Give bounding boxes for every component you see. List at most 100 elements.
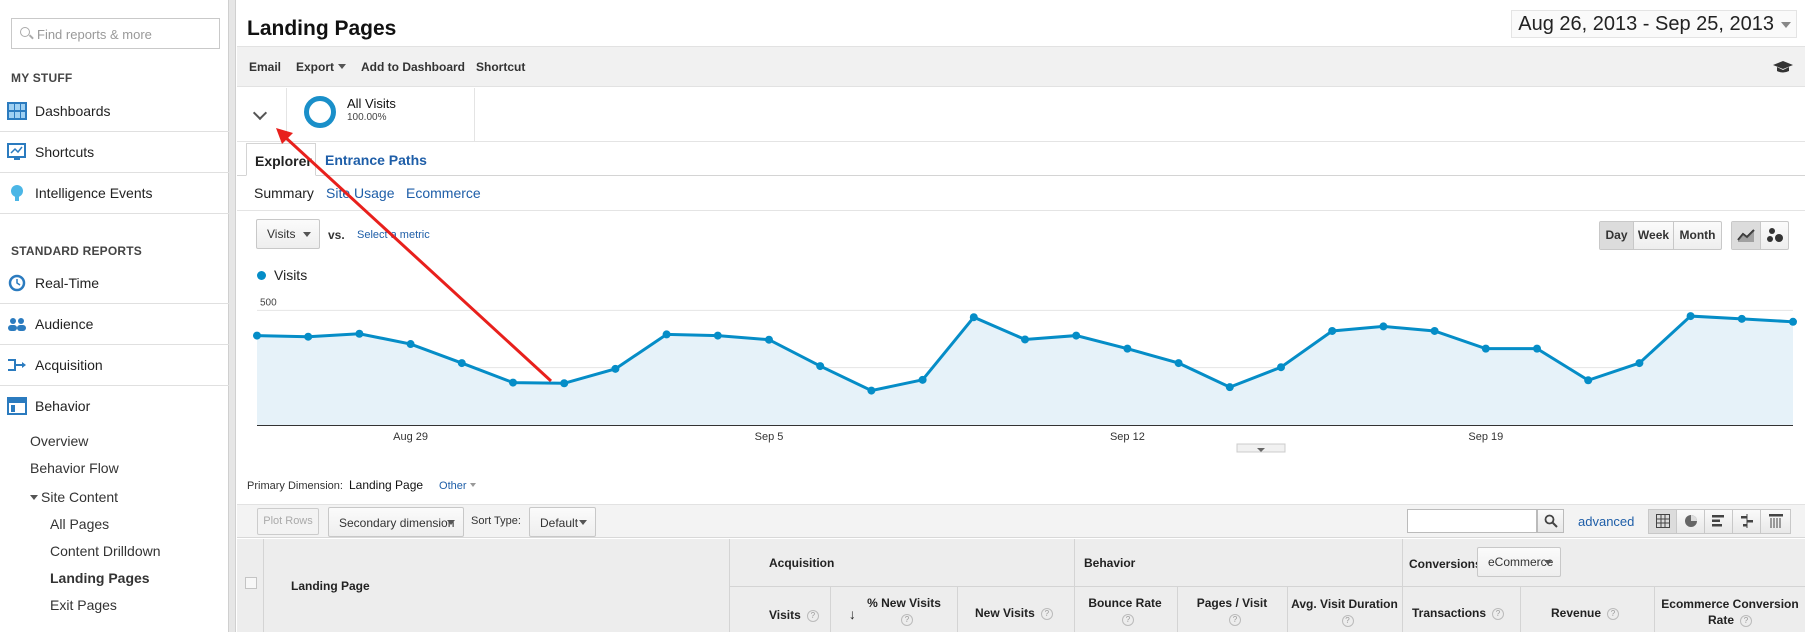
help-icon[interactable]: ? (901, 614, 913, 626)
help-icon[interactable]: ? (1492, 608, 1505, 620)
add-to-dashboard-button[interactable]: Add to Dashboard (361, 60, 465, 74)
data-point (355, 329, 364, 338)
primary-dimension-value[interactable]: Landing Page (348, 478, 424, 492)
sidebar-item-audience[interactable]: Audience (0, 304, 229, 345)
landing-page-column-header[interactable]: Landing Page (291, 579, 370, 593)
data-point (1789, 317, 1797, 326)
week-button[interactable]: Week (1634, 222, 1674, 249)
motion-chart-button[interactable] (1761, 222, 1789, 249)
help-icon[interactable]: ? (806, 610, 819, 622)
shortcut-button[interactable]: Shortcut (476, 60, 526, 74)
comparison-view-button[interactable] (1733, 510, 1761, 533)
sidebar-item-behavior[interactable]: Behavior (0, 386, 229, 427)
sidebar-item-behavior-flow[interactable]: Behavior Flow (30, 460, 119, 476)
new-visits-column-header[interactable]: New Visits? (975, 606, 1053, 620)
sidebar-item-label: Audience (35, 316, 94, 332)
segment-bar: All Visits 100.00% (237, 88, 1805, 142)
subtab-summary[interactable]: Summary (254, 185, 314, 201)
sidebar-item-overview[interactable]: Overview (30, 433, 89, 449)
sort-type-select[interactable]: Default (529, 507, 596, 537)
sidebar-item-exit-pages[interactable]: Exit Pages (50, 597, 117, 613)
audience-icon (8, 318, 26, 331)
email-button[interactable]: Email (249, 60, 282, 74)
sort-arrow-down-icon: ↓ (848, 606, 856, 622)
metric-select[interactable]: Visits (256, 219, 320, 249)
table-search-button[interactable] (1537, 509, 1564, 533)
sidebar-item-shortcuts[interactable]: Shortcuts (0, 132, 229, 173)
line-chart-button[interactable] (1732, 222, 1761, 249)
ecommerce-conversion-rate-column-header[interactable]: Ecommerce Conversion Rate? (1655, 596, 1805, 628)
visits-column-header[interactable]: Visits? ↓ (769, 606, 856, 622)
pct-new-visits-column-header[interactable]: % New Visits? (859, 596, 949, 626)
subtab-site-usage[interactable]: Site Usage (326, 185, 395, 201)
data-point (1635, 359, 1644, 368)
sidebar-item-site-content[interactable]: Site Content (30, 489, 118, 505)
plot-rows-button[interactable]: Plot Rows (257, 508, 319, 535)
dashboards-icon (7, 102, 27, 120)
sidebar-item-landing-pages[interactable]: Landing Pages (50, 570, 150, 586)
advanced-filter-link[interactable]: advanced (1578, 514, 1635, 529)
performance-view-button[interactable] (1705, 510, 1733, 533)
data-point (1021, 335, 1029, 344)
secondary-dimension-label: Secondary dimension (339, 516, 455, 530)
visits-area (257, 316, 1793, 425)
pivot-view-button[interactable] (1761, 510, 1791, 533)
help-icon[interactable]: ? (1740, 615, 1752, 627)
sidebar-item-content-drilldown[interactable]: Content Drilldown (50, 543, 161, 559)
graduation-cap-icon[interactable] (1773, 59, 1793, 75)
data-point (1737, 314, 1746, 323)
sidebar-item-all-pages[interactable]: All Pages (50, 516, 110, 532)
other-dimension-link[interactable]: Other (439, 480, 476, 492)
shortcuts-icon (7, 143, 26, 160)
sidebar-item-dashboards[interactable]: Dashboards (0, 91, 229, 132)
help-icon[interactable]: ? (1607, 608, 1620, 620)
column-label: Bounce Rate (1088, 596, 1162, 610)
month-button[interactable]: Month (1679, 228, 1716, 242)
tab-explorer[interactable]: Explorer (246, 143, 316, 176)
table-grid-icon (1656, 514, 1670, 528)
date-range-picker[interactable]: Aug 26, 2013 - Sep 25, 2013 (1511, 10, 1797, 38)
select-metric-link[interactable]: Select a metric (357, 229, 430, 241)
secondary-dimension-select[interactable]: Secondary dimension (328, 507, 464, 537)
report-search-input[interactable]: Find reports & more (11, 18, 220, 49)
export-button[interactable]: Export (296, 60, 347, 74)
column-label: New Visits (975, 606, 1035, 620)
data-point (1533, 344, 1541, 353)
segment-toggle[interactable] (237, 88, 287, 142)
percentage-view-button[interactable] (1677, 510, 1705, 533)
transactions-column-header[interactable]: Transactions? (1412, 606, 1505, 620)
table-filter-input[interactable] (1407, 509, 1537, 533)
data-view-button[interactable] (1649, 510, 1677, 533)
help-icon[interactable]: ? (1040, 608, 1053, 620)
segment-percent: 100.00% (347, 112, 387, 123)
bounce-rate-column-header[interactable]: Bounce Rate? (1075, 596, 1175, 626)
time-granularity-group: Day Week Month (1599, 221, 1722, 250)
tab-entrance-paths[interactable]: Entrance Paths (325, 152, 427, 168)
day-button[interactable]: Day (1600, 222, 1634, 249)
realtime-icon (8, 274, 26, 292)
help-icon[interactable]: ? (1122, 614, 1134, 626)
sidebar-item-intelligence-events[interactable]: Intelligence Events (0, 173, 229, 214)
line-chart-icon (1737, 229, 1755, 242)
report-toolbar: Email Export Add to Dashboard Shortcut (237, 46, 1805, 87)
pages-per-visit-column-header[interactable]: Pages / Visit? (1178, 596, 1286, 626)
column-label: Pages / Visit (1196, 596, 1268, 610)
help-icon[interactable]: ? (1229, 614, 1241, 626)
sidebar-item-acquisition[interactable]: Acquisition (0, 345, 229, 386)
conversions-select[interactable]: eCommerce (1477, 547, 1561, 577)
avg-visit-duration-column-header[interactable]: Avg. Visit Duration? (1288, 596, 1401, 628)
x-tick-label: Sep 5 (755, 431, 784, 443)
my-stuff-title: MY STUFF (11, 71, 73, 85)
sidebar-item-realtime[interactable]: Real-Time (0, 263, 229, 304)
intelligence-bulb-icon (11, 185, 23, 201)
segment-ring-icon (304, 96, 336, 128)
revenue-column-header[interactable]: Revenue? (1551, 606, 1620, 620)
comparison-icon (1741, 514, 1753, 528)
subtab-ecommerce[interactable]: Ecommerce (406, 185, 481, 201)
sidebar-resize-handle[interactable] (229, 0, 236, 632)
help-icon[interactable]: ? (1341, 615, 1354, 627)
segment-all-visits[interactable]: All Visits 100.00% (287, 88, 475, 142)
data-point (253, 331, 261, 340)
behavior-icon (7, 397, 27, 415)
select-all-checkbox[interactable] (245, 577, 257, 589)
